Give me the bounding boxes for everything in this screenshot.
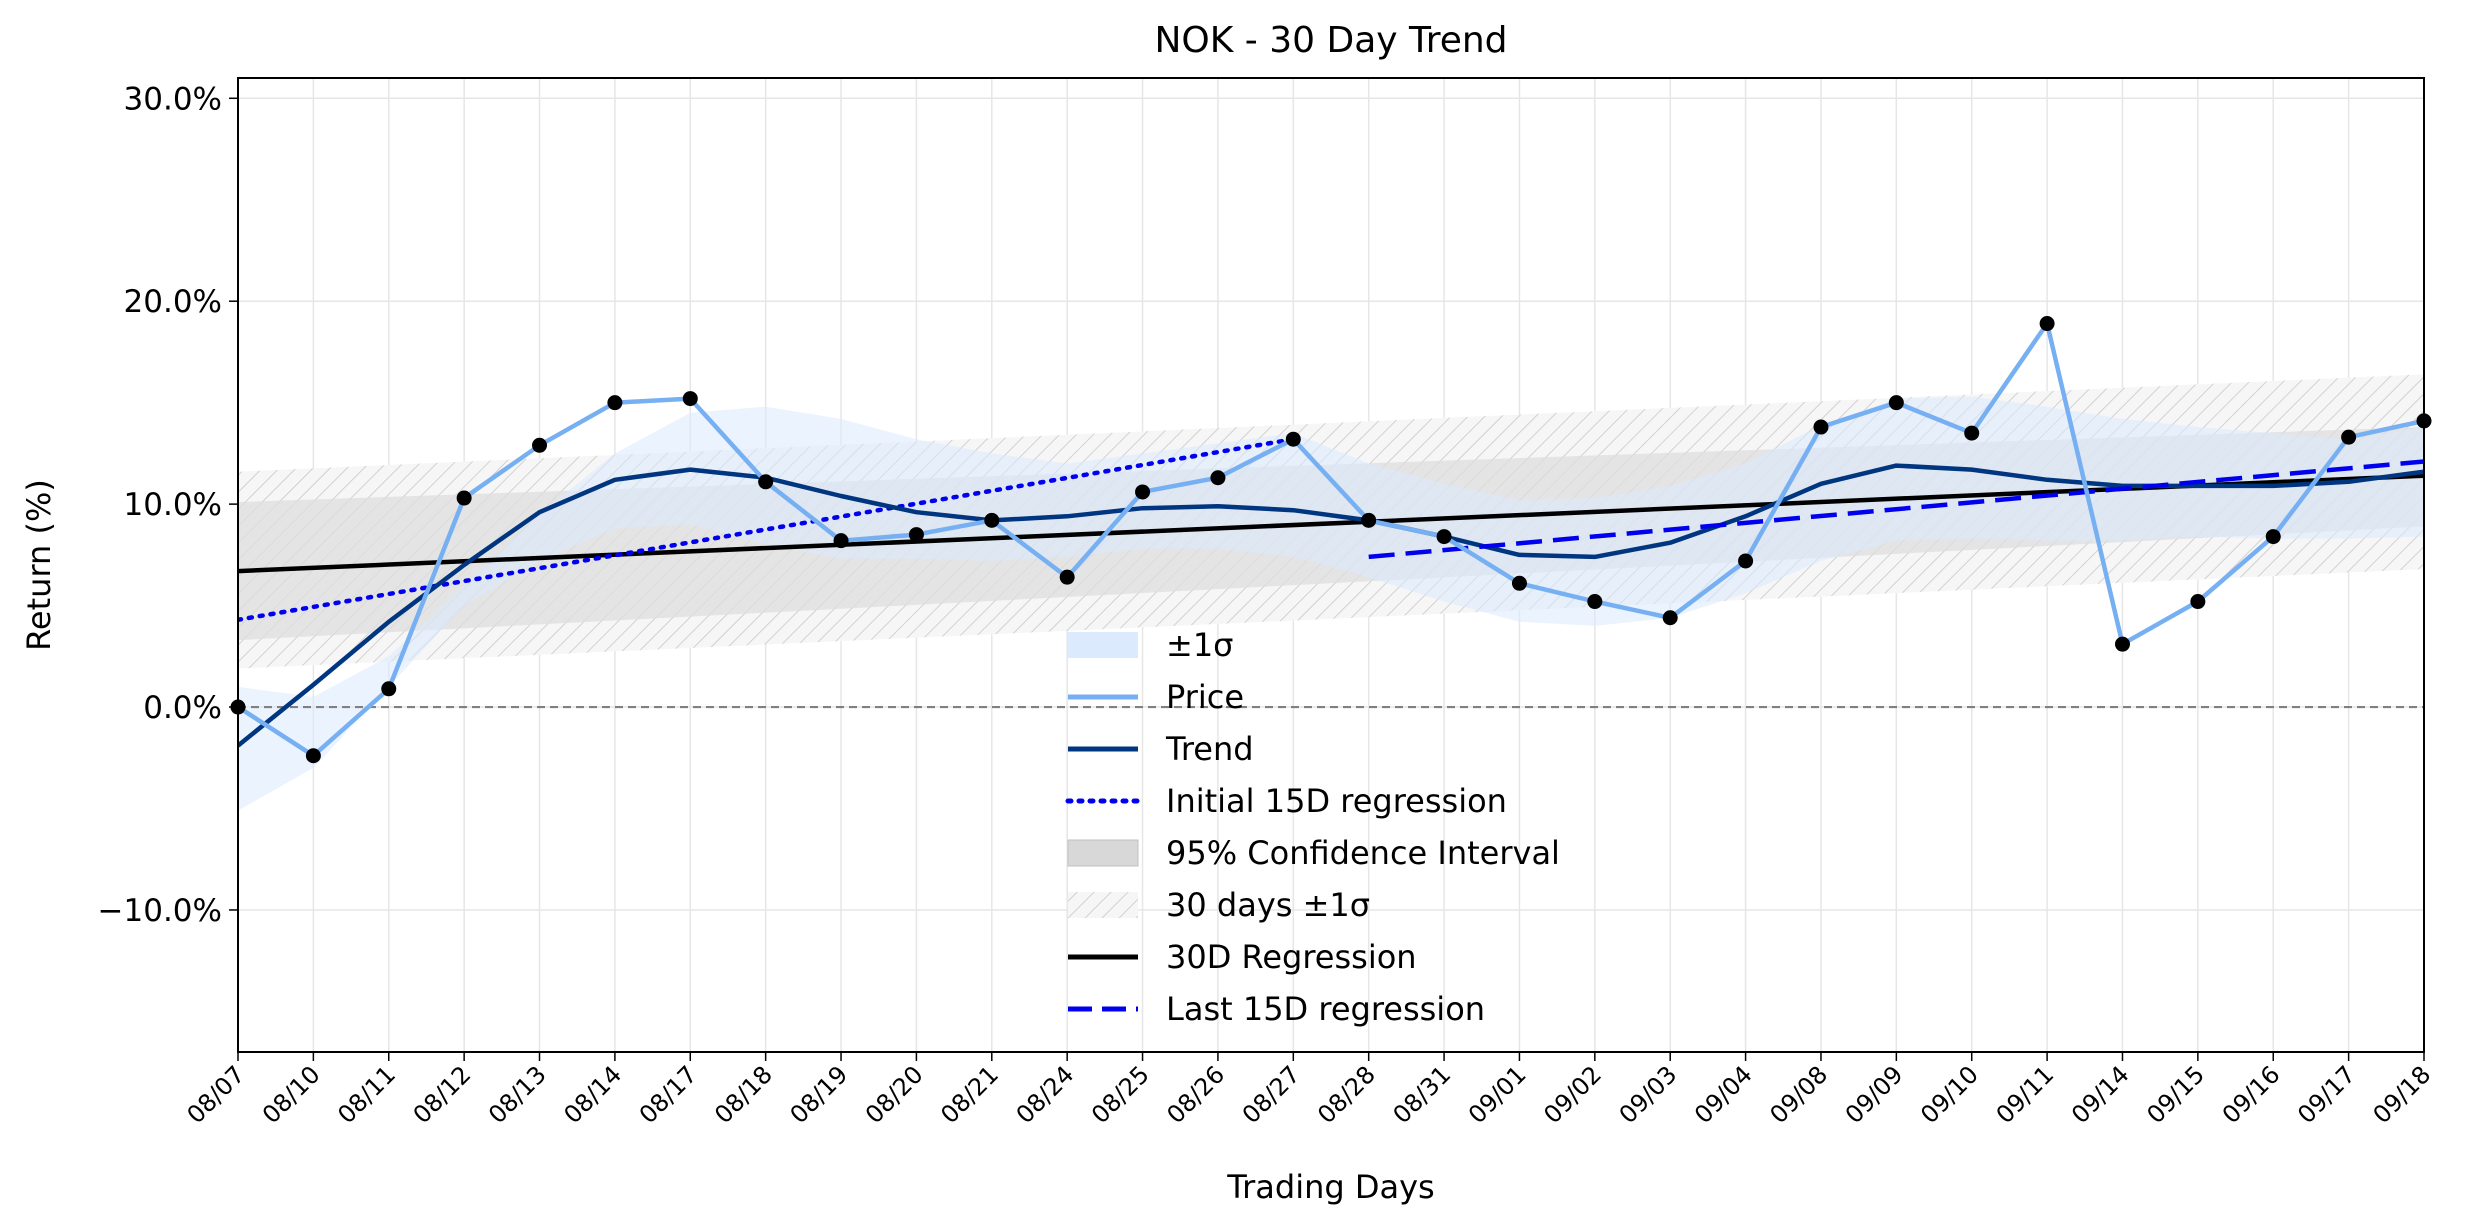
x-tick-label: 08/12 xyxy=(408,1060,477,1129)
legend: ±1σ Price Trend Initial 15D regression 95% C… xyxy=(1065,626,1560,1028)
price-point xyxy=(908,527,924,543)
y-tick-label: 20.0% xyxy=(124,284,222,320)
price-point xyxy=(2265,529,2281,545)
price-point xyxy=(1587,594,1603,610)
price-point xyxy=(758,474,774,490)
x-tick-label: 08/20 xyxy=(860,1060,929,1129)
x-tick-label: 08/28 xyxy=(1312,1060,1381,1129)
legend-label: ±1σ xyxy=(1166,626,1233,664)
x-axis: 08/07 08/10 08/11 08/12 08/13 08/14 08/17 08/18… xyxy=(182,1052,2437,1129)
x-tick-label: 09/09 xyxy=(1840,1060,1909,1129)
price-point xyxy=(1738,553,1754,569)
price-point xyxy=(2341,429,2357,445)
x-tick-label: 09/02 xyxy=(1538,1060,1607,1129)
legend-label: 95% Confidence Interval xyxy=(1166,834,1560,872)
x-tick-label: 08/31 xyxy=(1388,1060,1457,1129)
price-point xyxy=(1888,395,1904,411)
price-point xyxy=(682,391,698,407)
x-tick-label: 09/18 xyxy=(2368,1060,2437,1129)
x-tick-label: 08/18 xyxy=(709,1060,778,1129)
price-point xyxy=(1285,431,1301,447)
price-points xyxy=(230,316,2432,764)
legend-label: Trend xyxy=(1165,730,1254,768)
price-point xyxy=(1813,419,1829,435)
y-tick-label: 30.0% xyxy=(124,81,222,117)
x-tick-label: 08/26 xyxy=(1161,1060,1230,1129)
legend-swatch-sigma xyxy=(1068,632,1138,658)
price-point xyxy=(984,512,1000,528)
x-tick-label: 08/25 xyxy=(1086,1060,1155,1129)
x-tick-label: 09/10 xyxy=(1915,1060,1984,1129)
price-point xyxy=(1662,610,1678,626)
y-axis: 30.0% 20.0% 10.0% 0.0% −10.0% xyxy=(98,81,238,929)
price-point xyxy=(607,395,623,411)
legend-swatch-ci xyxy=(1067,839,1139,867)
bands xyxy=(238,374,2424,811)
x-tick-label: 08/19 xyxy=(785,1060,854,1129)
x-tick-label: 09/17 xyxy=(2292,1060,2361,1129)
price-point xyxy=(1964,425,1980,441)
x-tick-label: 09/14 xyxy=(2066,1060,2135,1129)
x-tick-label: 08/27 xyxy=(1237,1060,1306,1129)
legend-label: Price xyxy=(1166,678,1244,716)
price-point xyxy=(833,533,849,549)
x-tick-label: 08/14 xyxy=(558,1060,627,1129)
price-point xyxy=(2039,316,2055,332)
x-tick-label: 09/15 xyxy=(2141,1060,2210,1129)
x-tick-label: 08/13 xyxy=(483,1060,552,1129)
price-point xyxy=(1361,512,1377,528)
price-point xyxy=(305,748,321,764)
price-point xyxy=(1511,575,1527,591)
legend-label: 30 days ±1σ xyxy=(1166,886,1370,924)
x-tick-label: 08/24 xyxy=(1011,1060,1080,1129)
price-point xyxy=(1135,484,1151,500)
price-point xyxy=(381,681,397,697)
series-trend xyxy=(238,463,2424,748)
price-point xyxy=(2190,594,2206,610)
x-axis-label: Trading Days xyxy=(1226,1168,1434,1206)
y-tick-label: −10.0% xyxy=(98,893,222,929)
y-axis-label: Return (%) xyxy=(20,479,58,651)
y-tick-label: 0.0% xyxy=(143,690,222,726)
series-30d-regression xyxy=(238,473,2424,574)
price-point xyxy=(532,437,548,453)
legend-label: Initial 15D regression xyxy=(1166,782,1507,820)
legend-label: Last 15D regression xyxy=(1166,990,1485,1028)
legend-label: 30D Regression xyxy=(1166,938,1417,976)
price-point xyxy=(2114,636,2130,652)
plot-frame xyxy=(237,77,2425,1053)
x-tick-label: 08/21 xyxy=(935,1060,1004,1129)
series-lines xyxy=(238,321,2424,758)
x-tick-label: 09/08 xyxy=(1764,1060,1833,1129)
x-tick-label: 09/03 xyxy=(1614,1060,1683,1129)
x-tick-label: 08/07 xyxy=(182,1060,251,1129)
x-tick-label: 08/11 xyxy=(332,1060,401,1129)
x-tick-label: 08/17 xyxy=(634,1060,703,1129)
price-point xyxy=(1059,569,1075,585)
series-initial-15d-regression xyxy=(238,436,1296,623)
price-point xyxy=(1210,470,1226,486)
price-point xyxy=(456,490,472,506)
series-last-15d-regression xyxy=(1368,459,2424,560)
x-tick-label: 09/04 xyxy=(1689,1060,1758,1129)
price-point xyxy=(1436,529,1452,545)
y-tick-label: 10.0% xyxy=(124,487,222,523)
x-tick-label: 09/16 xyxy=(2217,1060,2286,1129)
legend-swatch-hatch xyxy=(1068,892,1138,918)
series-price xyxy=(238,321,2424,758)
x-tick-label: 08/10 xyxy=(257,1060,326,1129)
chart-title: NOK - 30 Day Trend xyxy=(1154,20,1507,61)
x-tick-label: 09/11 xyxy=(1991,1060,2060,1129)
x-tick-label: 09/01 xyxy=(1463,1060,1532,1129)
